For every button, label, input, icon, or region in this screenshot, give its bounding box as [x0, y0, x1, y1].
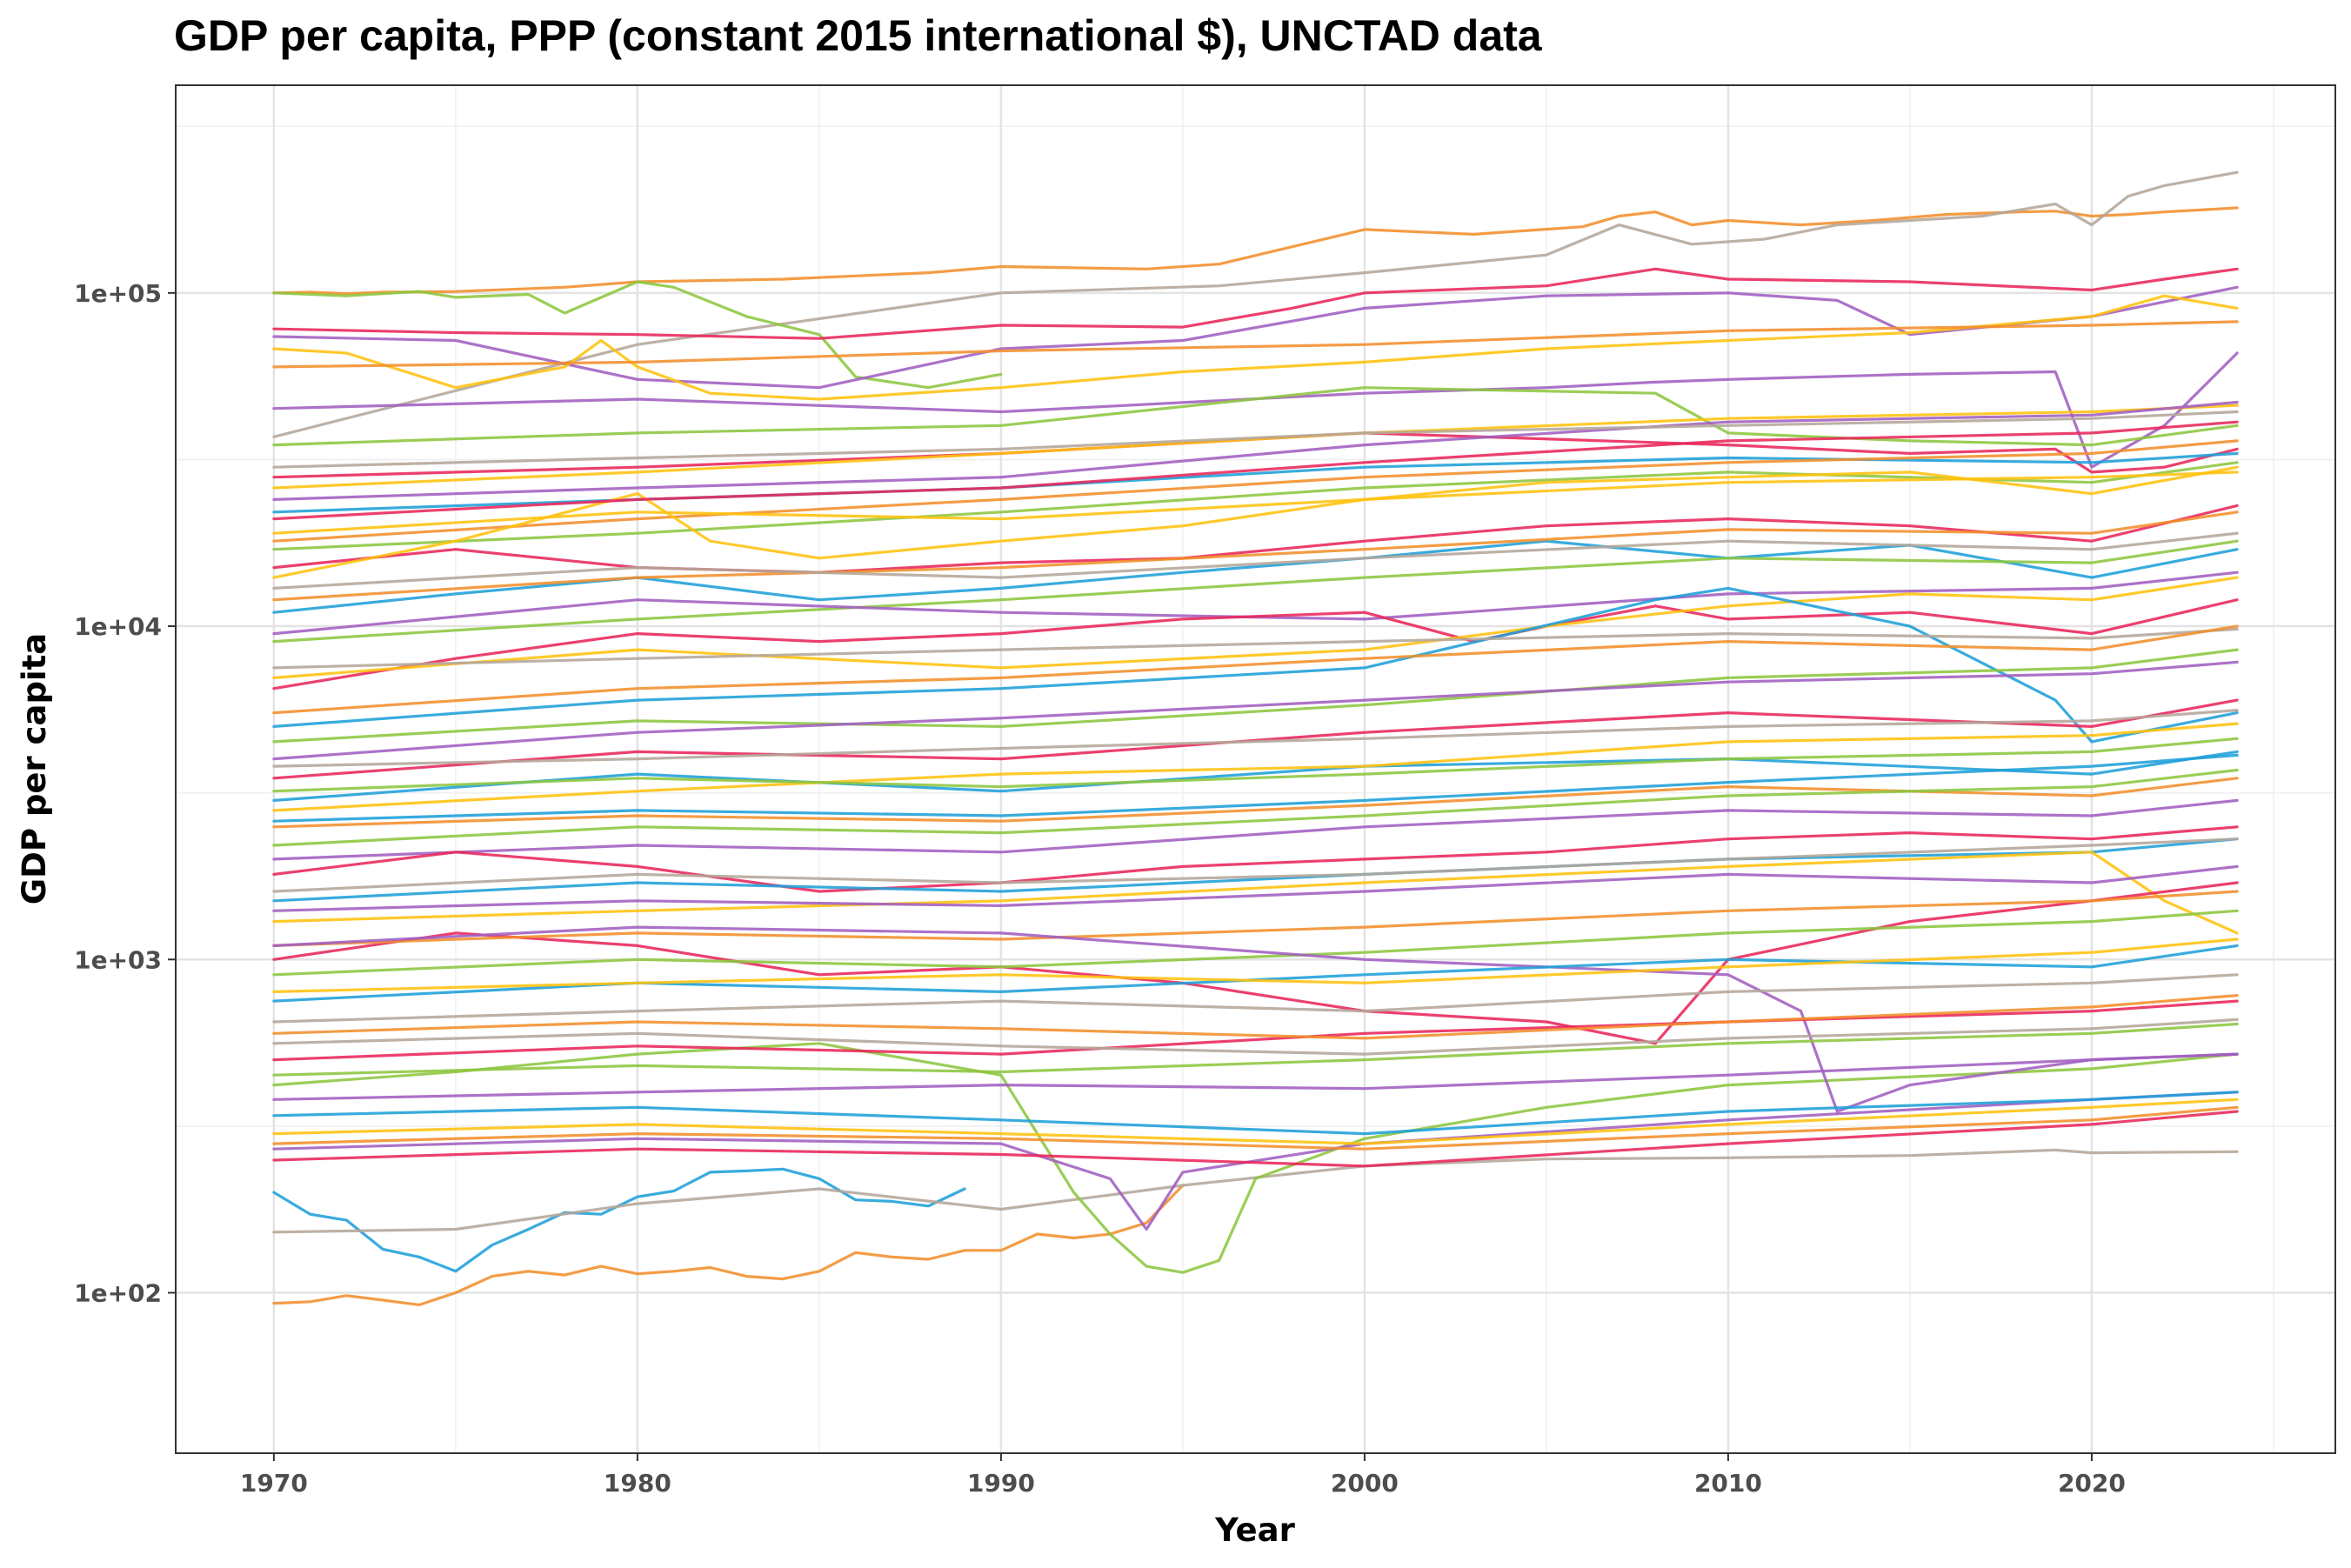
series-line-23 — [272, 465, 2239, 579]
series-line-5 — [272, 1091, 2239, 1231]
chart-title: GDP per capita, PPP (constant 2015 inter… — [174, 11, 1542, 60]
y-axis-title: GDP per capita — [16, 633, 53, 905]
x-tick-label: 1970 — [240, 1469, 308, 1498]
series-lines — [272, 170, 2239, 1307]
series-line-4 — [272, 1042, 2239, 1274]
series-line-19 — [272, 400, 2239, 502]
series-line-40 — [272, 768, 2239, 847]
series-line-34 — [272, 660, 2239, 761]
series-line-25 — [272, 510, 2239, 602]
series-line-65 — [272, 470, 2239, 535]
series-line-1 — [272, 1184, 1185, 1307]
x-axis-title: Year — [1214, 1511, 1295, 1549]
series-line-53 — [272, 999, 2239, 1062]
series-line-66 — [272, 531, 2239, 591]
series-line-61 — [272, 1105, 2239, 1151]
series-line-15 — [272, 386, 2239, 447]
series-line-9 — [272, 267, 2239, 340]
y-axis: 1e+02 1e+03 1e+04 1e+05 — [74, 279, 176, 1307]
series-line-28 — [272, 598, 2239, 691]
y-tick-label: 1e+04 — [74, 612, 162, 641]
series-line-52 — [272, 973, 2239, 1024]
series-line-33 — [272, 648, 2239, 744]
series-line-10 — [272, 285, 2239, 390]
series-line-12 — [272, 320, 2239, 369]
series-line-38 — [272, 708, 2239, 768]
plot-panel-border — [175, 84, 2336, 1454]
series-line-32 — [272, 624, 2239, 715]
series-line-59 — [272, 1018, 2239, 1056]
series-line-37 — [272, 722, 2239, 812]
y-tick-label: 1e+02 — [74, 1278, 162, 1307]
series-line-48 — [272, 909, 2239, 977]
x-tick-label: 2000 — [1331, 1469, 1399, 1498]
series-line-51 — [272, 937, 2239, 994]
x-axis: 1970 1980 1990 2000 2010 2020 — [240, 1453, 2126, 1498]
series-line-27 — [272, 570, 2239, 636]
series-line-67 — [272, 420, 2239, 521]
series-line-8 — [272, 280, 1003, 390]
series-line-54 — [272, 993, 2239, 1040]
series-line-60 — [272, 1110, 2239, 1168]
series-line-42 — [272, 825, 2239, 893]
series-line-57 — [272, 1091, 2239, 1136]
series-line-7 — [272, 170, 2239, 438]
series-line-31 — [272, 627, 2239, 670]
series-line-62 — [272, 737, 2239, 793]
x-tick-label: 1990 — [967, 1469, 1035, 1498]
series-line-45 — [272, 837, 2239, 893]
series-line-18 — [272, 439, 2239, 543]
y-tick-label: 1e+03 — [74, 945, 162, 974]
series-line-49 — [272, 925, 2239, 1113]
series-line-41 — [272, 798, 2239, 861]
series-line-63 — [272, 864, 2239, 912]
series-line-55 — [272, 1022, 2239, 1077]
series-line-21 — [272, 410, 2239, 469]
series-line-47 — [272, 890, 2239, 948]
series-line-35 — [272, 698, 2239, 780]
series-line-26 — [272, 539, 2239, 644]
x-tick-label: 2010 — [1694, 1469, 1762, 1498]
y-tick-label: 1e+05 — [74, 279, 162, 308]
series-line-56 — [272, 1052, 2239, 1101]
series-line-13 — [272, 351, 2239, 469]
series-line-39 — [272, 777, 2239, 829]
series-line-64 — [272, 753, 2239, 823]
series-line-22 — [272, 504, 2239, 574]
series-line-6 — [272, 206, 2239, 296]
series-line-14 — [272, 431, 2239, 479]
x-tick-label: 1980 — [604, 1469, 671, 1498]
series-line-58 — [272, 1098, 2239, 1145]
series-line-20 — [272, 461, 2239, 551]
gridlines — [176, 85, 2335, 1453]
x-tick-label: 2020 — [2058, 1469, 2126, 1498]
